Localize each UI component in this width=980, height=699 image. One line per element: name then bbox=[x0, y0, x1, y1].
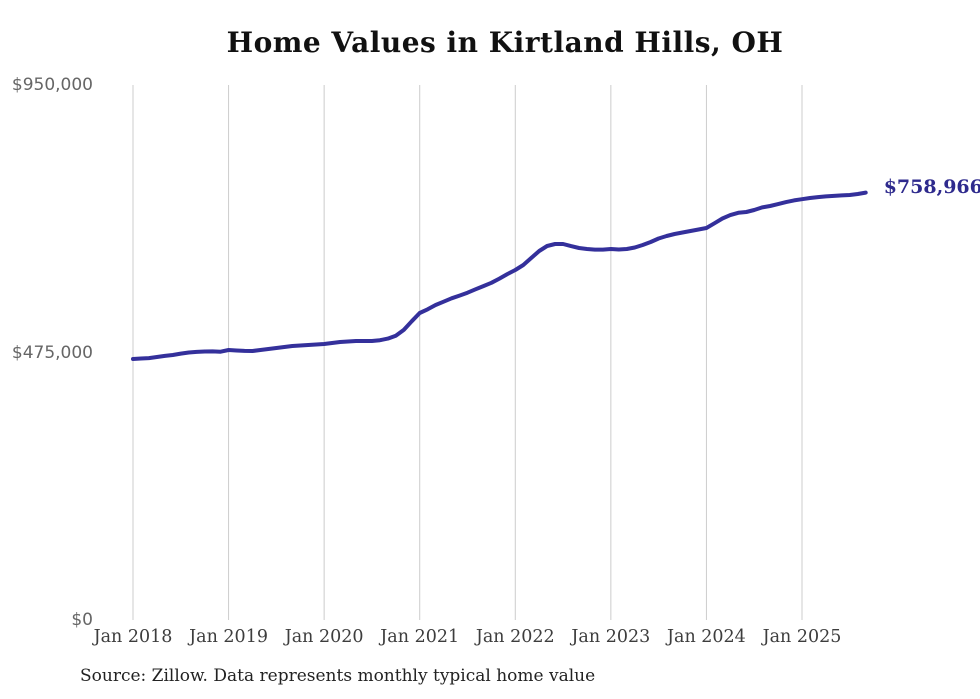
chart-title: Home Values in Kirtland Hills, OH bbox=[226, 26, 784, 59]
x-axis-tick-label: Jan 2019 bbox=[189, 627, 268, 647]
end-value-label: $758,966 bbox=[883, 175, 980, 198]
x-axis: Jan 2018 Jan 2019 Jan 2020 Jan 2021 Jan 2022… bbox=[0, 625, 980, 651]
gridlines bbox=[132, 85, 803, 620]
y-axis-tick-label: $0 bbox=[71, 610, 93, 630]
x-axis-tick-label: Jan 2018 bbox=[93, 627, 173, 647]
source-note: Source: Zillow. Data represents monthly … bbox=[80, 666, 596, 686]
x-axis-tick-label: Jan 2021 bbox=[380, 627, 460, 647]
x-axis-tick-label: Jan 2024 bbox=[667, 627, 746, 647]
value-line bbox=[131, 190, 868, 361]
x-axis-tick-label: Jan 2025 bbox=[762, 627, 842, 647]
y-axis-tick-label: $950,000 bbox=[11, 75, 93, 95]
x-axis-tick-label: Jan 2022 bbox=[475, 627, 555, 647]
x-axis-tick-label: Jan 2023 bbox=[571, 627, 651, 647]
y-axis-tick-label: $475,000 bbox=[11, 342, 93, 363]
x-axis-tick-label: Jan 2020 bbox=[284, 627, 364, 647]
